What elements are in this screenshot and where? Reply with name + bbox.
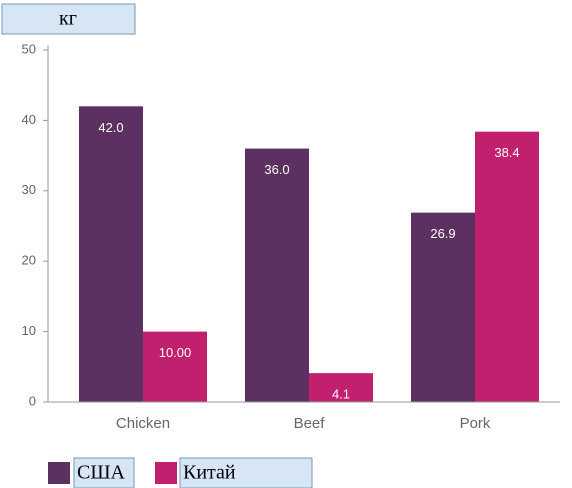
y-tick-label: 20 (22, 253, 36, 268)
legend-label: США (77, 462, 126, 484)
value-label: 26.9 (430, 226, 455, 241)
bar (79, 106, 143, 402)
bar (309, 373, 373, 402)
legend-label: Китай (183, 462, 236, 484)
value-label: 38.4 (494, 145, 519, 160)
value-label: 36.0 (264, 162, 289, 177)
legend-swatch (48, 462, 70, 484)
bar (411, 212, 475, 402)
bar (475, 131, 539, 402)
bar (245, 148, 309, 402)
y-tick-label: 0 (29, 393, 36, 408)
y-tick-label: 40 (22, 112, 36, 127)
chart-title: кг (59, 8, 77, 30)
x-tick-label: Chicken (116, 415, 170, 432)
bar (143, 331, 207, 402)
x-tick-label: Pork (460, 415, 491, 432)
value-label: 10.00 (159, 345, 192, 360)
y-tick-label: 50 (22, 41, 36, 56)
value-label: 42.0 (98, 120, 123, 135)
title-box (1, 3, 136, 35)
legend-box (73, 457, 135, 488)
x-tick-label: Beef (294, 415, 326, 432)
value-label: 4.1 (332, 387, 350, 402)
legend-swatch (155, 462, 177, 484)
y-tick-label: 30 (22, 182, 36, 197)
legend-box (179, 457, 313, 488)
y-tick-label: 10 (22, 323, 36, 338)
